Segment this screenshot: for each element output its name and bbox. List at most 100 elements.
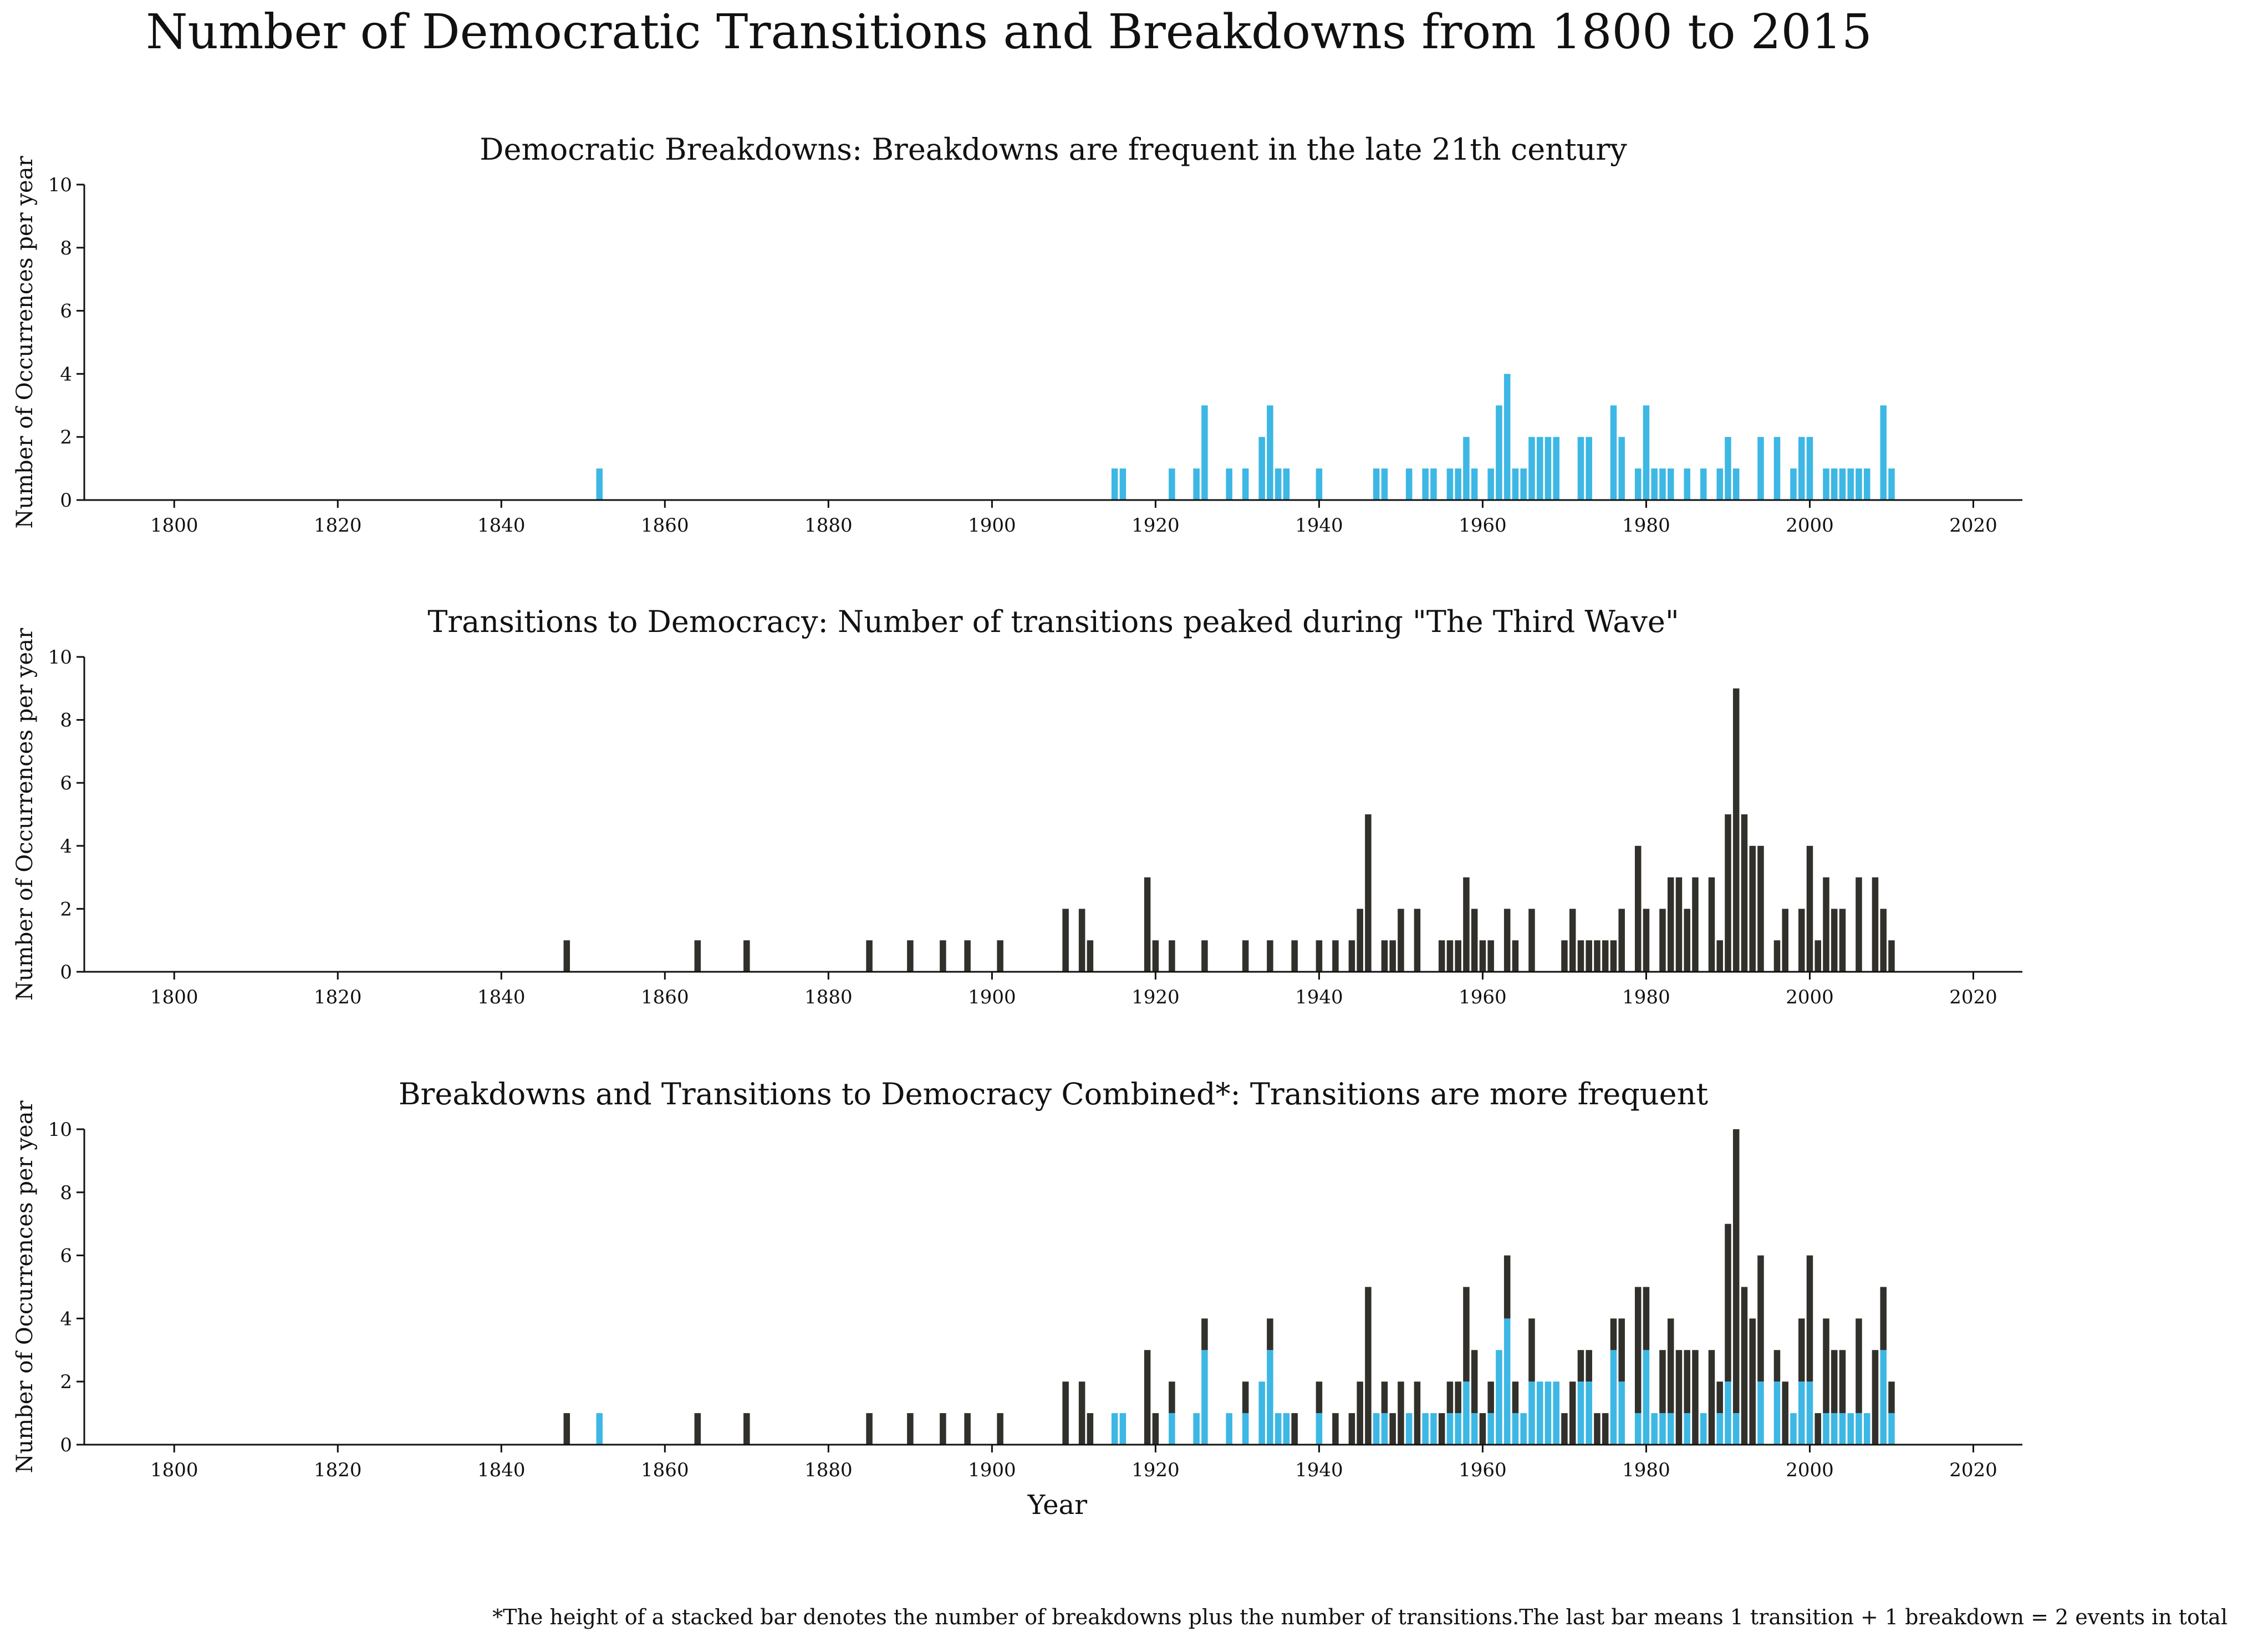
x-tick-label: 1880 <box>804 514 853 537</box>
bar-transitions-1977 <box>1618 909 1625 972</box>
bar-transitions-2006 <box>1856 1318 1862 1414</box>
y-tick-label: 10 <box>48 646 72 669</box>
bar-breakdowns-1961 <box>1487 468 1494 500</box>
bar-transitions-1990 <box>1725 1223 1731 1382</box>
bar-transitions-1901 <box>997 940 1003 972</box>
bar-transitions-1996 <box>1773 940 1781 972</box>
bar-breakdowns-1966 <box>1528 1381 1535 1445</box>
y-tick-label: 10 <box>48 174 72 196</box>
bar-transitions-1974 <box>1594 1413 1601 1445</box>
bar-transitions-1996 <box>1773 1350 1781 1382</box>
x-tick-label: 1800 <box>150 986 198 1008</box>
bar-transitions-1944 <box>1348 1413 1355 1445</box>
bar-transitions-1952 <box>1414 909 1421 972</box>
bar-transitions-1894 <box>940 1413 946 1445</box>
bar-transitions-1979 <box>1634 1287 1642 1414</box>
bar-breakdowns-1953 <box>1422 468 1429 500</box>
bar-breakdowns-1926 <box>1201 405 1208 500</box>
y-tick-label: 6 <box>60 300 72 323</box>
bar-transitions-1976 <box>1610 1318 1617 1350</box>
bar-transitions-1942 <box>1332 940 1339 972</box>
x-tick-label: 1860 <box>641 514 689 537</box>
x-tick-label: 1900 <box>968 514 1016 537</box>
bar-transitions-1958 <box>1463 1287 1470 1382</box>
bar-breakdowns-1977 <box>1618 437 1625 500</box>
bar-transitions-1931 <box>1242 1381 1249 1414</box>
bar-breakdowns-1957 <box>1455 468 1461 500</box>
y-tick-label: 0 <box>60 961 72 983</box>
bar-transitions-1992 <box>1741 814 1748 972</box>
bar-transitions-2001 <box>1814 1413 1821 1445</box>
x-tick-label: 1820 <box>314 986 362 1008</box>
bar-transitions-1964 <box>1512 940 1519 972</box>
bar-transitions-1971 <box>1569 1381 1576 1445</box>
bar-transitions-2006 <box>1856 877 1862 972</box>
bar-transitions-1955 <box>1438 1413 1445 1445</box>
bar-transitions-1971 <box>1569 909 1576 972</box>
bar-transitions-1912 <box>1087 1413 1094 1445</box>
bar-breakdowns-1969 <box>1553 1381 1559 1445</box>
x-tick-label: 1940 <box>1295 1459 1343 1481</box>
bar-breakdowns-1956 <box>1446 468 1454 500</box>
x-tick-label: 1820 <box>314 1459 362 1481</box>
bar-breakdowns-1947 <box>1373 468 1380 500</box>
bar-breakdowns-1957 <box>1455 1413 1461 1445</box>
bar-transitions-1973 <box>1586 1350 1592 1382</box>
bar-breakdowns-1933 <box>1258 437 1265 500</box>
bar-transitions-1964 <box>1512 1381 1519 1414</box>
bar-breakdowns-1962 <box>1496 1350 1502 1445</box>
bar-transitions-1972 <box>1577 940 1584 972</box>
x-tick-label: 1800 <box>150 514 198 537</box>
bar-transitions-1944 <box>1348 940 1355 972</box>
bar-transitions-1952 <box>1414 1381 1421 1445</box>
bar-breakdowns-1922 <box>1169 468 1175 500</box>
bar-breakdowns-1948 <box>1381 1413 1388 1445</box>
bar-transitions-1919 <box>1144 1350 1151 1445</box>
bar-transitions-1931 <box>1242 940 1249 972</box>
bar-breakdowns-1935 <box>1275 468 1282 500</box>
bar-breakdowns-1959 <box>1471 468 1478 500</box>
bar-breakdowns-1982 <box>1659 1413 1666 1445</box>
x-tick-label: 1820 <box>314 514 362 537</box>
bar-transitions-1920 <box>1152 940 1159 972</box>
bar-breakdowns-1951 <box>1405 468 1413 500</box>
bar-transitions-2002 <box>1823 877 1829 972</box>
bar-breakdowns-2010 <box>1888 468 1895 500</box>
bar-breakdowns-1916 <box>1119 468 1127 500</box>
bar-transitions-1959 <box>1471 1350 1478 1414</box>
bar-breakdowns-1972 <box>1577 1381 1584 1445</box>
bar-transitions-1984 <box>1675 1350 1683 1445</box>
bar-transitions-1897 <box>964 1413 971 1445</box>
bar-transitions-1950 <box>1398 909 1404 972</box>
bar-transitions-1966 <box>1528 909 1535 972</box>
bar-transitions-1958 <box>1463 877 1470 972</box>
x-tick-label: 1980 <box>1622 514 1670 537</box>
bar-breakdowns-1940 <box>1316 1413 1323 1445</box>
bar-breakdowns-1959 <box>1471 1413 1478 1445</box>
bar-breakdowns-1935 <box>1275 1413 1282 1445</box>
bar-transitions-1986 <box>1692 1350 1699 1445</box>
x-tick-label: 2000 <box>1786 986 1834 1008</box>
bar-breakdowns-1968 <box>1545 437 1552 500</box>
bar-breakdowns-1968 <box>1545 1381 1552 1445</box>
bar-breakdowns-1925 <box>1193 468 1200 500</box>
bar-transitions-2008 <box>1872 1350 1879 1445</box>
bar-transitions-1973 <box>1586 940 1592 972</box>
bar-transitions-1948 <box>1381 1381 1388 1414</box>
panel-breakdowns: Democratic Breakdowns: Breakdowns are fr… <box>12 132 2022 537</box>
bar-breakdowns-1985 <box>1684 1413 1690 1445</box>
bar-transitions-2009 <box>1880 909 1887 972</box>
bar-breakdowns-1948 <box>1381 468 1388 500</box>
bar-breakdowns-1976 <box>1610 1350 1617 1445</box>
bar-breakdowns-1964 <box>1512 468 1519 500</box>
bar-transitions-1894 <box>940 940 946 972</box>
bar-breakdowns-1964 <box>1512 1413 1519 1445</box>
bar-breakdowns-2004 <box>1839 1413 1846 1445</box>
bar-transitions-1949 <box>1389 940 1396 972</box>
bar-breakdowns-1925 <box>1193 1413 1200 1445</box>
bar-breakdowns-1966 <box>1528 437 1535 500</box>
bar-breakdowns-1929 <box>1226 1413 1232 1445</box>
y-tick-label: 0 <box>60 490 72 512</box>
bar-breakdowns-2009 <box>1880 1350 1887 1445</box>
bar-transitions-1985 <box>1684 1350 1690 1414</box>
